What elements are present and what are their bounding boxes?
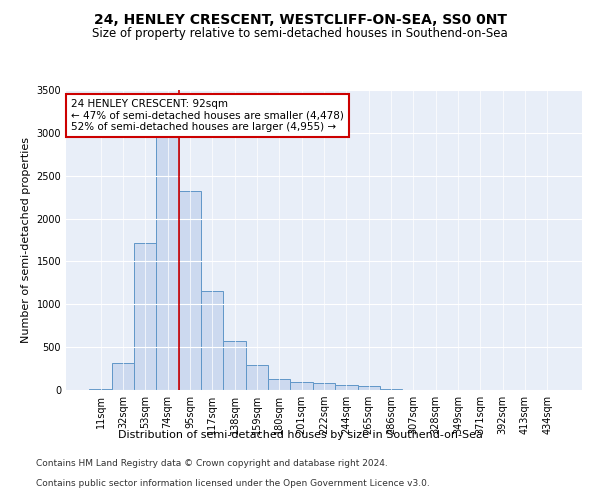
Text: 24 HENLEY CRESCENT: 92sqm
← 47% of semi-detached houses are smaller (4,478)
52% : 24 HENLEY CRESCENT: 92sqm ← 47% of semi-… [71, 99, 344, 132]
Bar [358, 386, 380, 390]
Text: Distribution of semi-detached houses by size in Southend-on-Sea: Distribution of semi-detached houses by … [118, 430, 482, 440]
Text: 24, HENLEY CRESCENT, WESTCLIFF-ON-SEA, SS0 0NT: 24, HENLEY CRESCENT, WESTCLIFF-ON-SEA, S… [94, 12, 506, 26]
Bar [380, 389, 402, 390]
Bar [201, 290, 223, 390]
Text: Contains public sector information licensed under the Open Government Licence v3: Contains public sector information licen… [36, 478, 430, 488]
Y-axis label: Number of semi-detached properties: Number of semi-detached properties [21, 137, 31, 343]
Bar [112, 364, 134, 390]
Bar [335, 385, 358, 390]
Bar [223, 341, 246, 390]
Text: Size of property relative to semi-detached houses in Southend-on-Sea: Size of property relative to semi-detach… [92, 28, 508, 40]
Bar [246, 365, 268, 390]
Bar [313, 382, 335, 390]
Bar [134, 242, 157, 390]
Bar [268, 380, 290, 390]
Bar [157, 133, 179, 390]
Bar [179, 191, 201, 390]
Bar [290, 382, 313, 390]
Text: Contains HM Land Registry data © Crown copyright and database right 2024.: Contains HM Land Registry data © Crown c… [36, 458, 388, 468]
